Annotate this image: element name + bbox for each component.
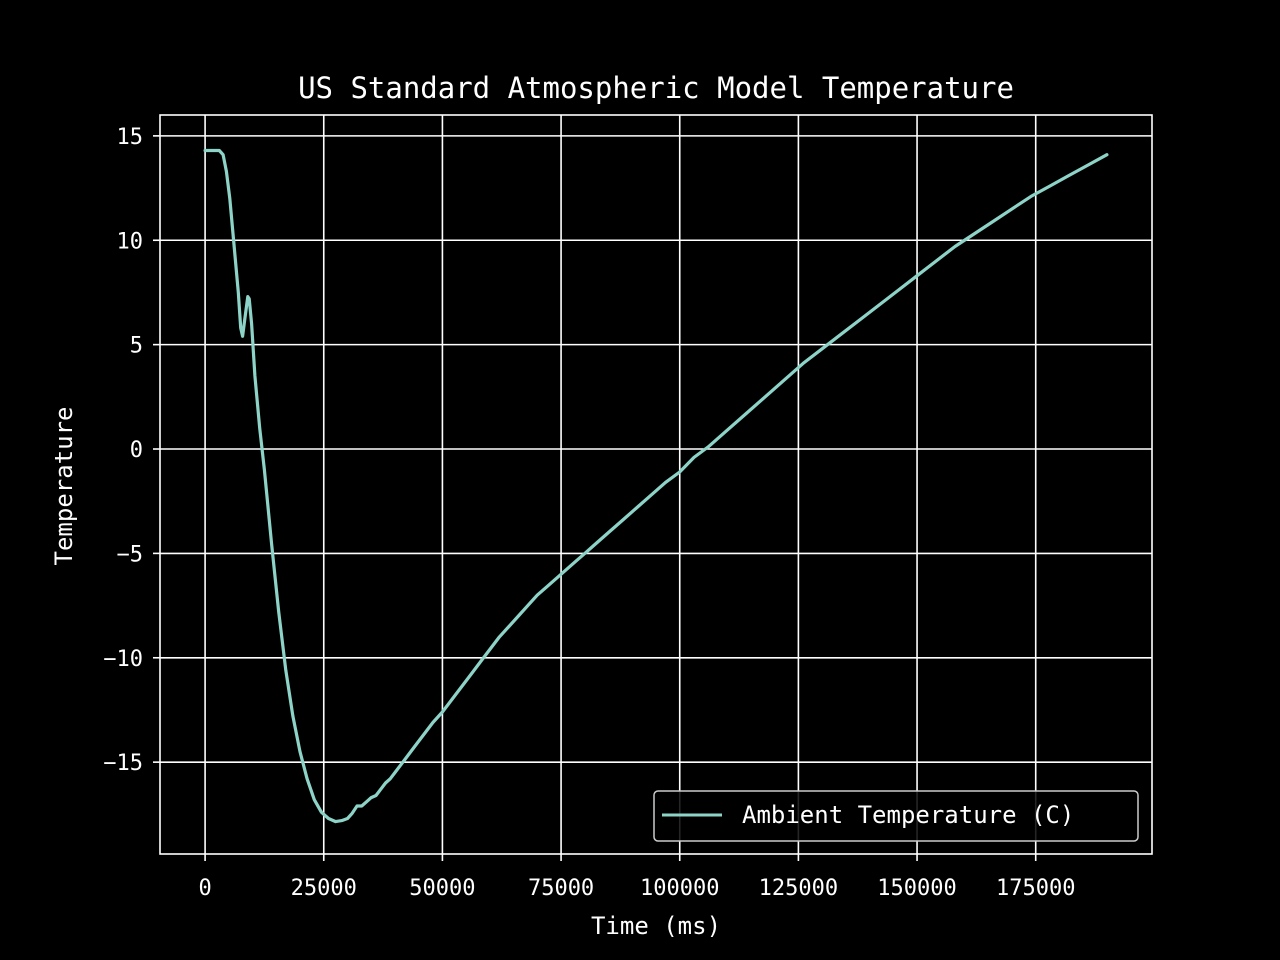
y-tick-label: 15 [117,125,144,150]
x-tick-label: 125000 [759,876,838,901]
series-layer [203,148,1109,824]
plot-frame [159,114,1153,855]
legend-entry-label: Ambient Temperature (C) [742,801,1074,829]
chart-title: US Standard Atmospheric Model Temperatur… [298,71,1014,105]
x-axis-label: Time (ms) [591,912,721,940]
x-axis-ticks: 0 25000 50000 75000 100000 125000 150000 175000 [198,854,1075,901]
x-tick-label: 100000 [640,876,719,901]
y-tick-label: −10 [103,647,143,672]
legend-box [653,790,1139,842]
series-line-ambient-temperature [203,148,1109,824]
y-axis-ticks: 15 10 5 0 −5 −10 −15 [103,125,160,776]
y-axis-label: Temperature [50,407,78,566]
legend: Ambient Temperature (C) [653,790,1139,842]
grid [160,115,1152,854]
x-tick-label: 175000 [996,876,1075,901]
y-tick-label: 10 [117,229,144,254]
y-tick-label: 5 [130,334,143,359]
x-tick-label: 0 [198,876,211,901]
y-tick-label: −15 [103,751,143,776]
x-tick-label: 75000 [528,876,594,901]
y-tick-label: 0 [130,438,143,463]
x-tick-label: 150000 [877,876,956,901]
x-tick-label: 25000 [291,876,357,901]
y-tick-label: −5 [117,542,144,567]
x-tick-label: 50000 [409,876,475,901]
